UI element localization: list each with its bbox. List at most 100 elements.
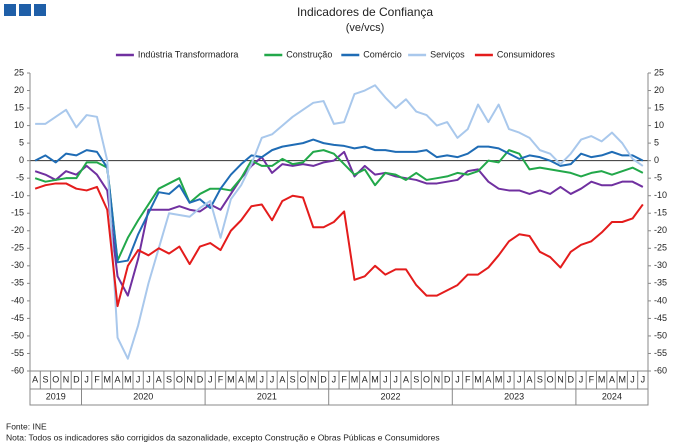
x-tick-label: S: [290, 374, 296, 384]
series-line: [34, 149, 644, 262]
y-tick-label: -50: [11, 330, 24, 340]
y2-tick-label: 5: [654, 137, 659, 147]
x-tick-label: F: [94, 374, 100, 384]
x-tick-label: J: [507, 374, 512, 384]
x-tick-label: M: [598, 374, 606, 384]
y-tick-label: -45: [11, 313, 24, 323]
x-tick-label: J: [455, 374, 460, 384]
year-label: 2022: [380, 391, 400, 401]
year-label: 2024: [602, 391, 622, 401]
x-tick-label: N: [434, 374, 441, 384]
y2-tick-label: -55: [654, 348, 667, 358]
y2-tick-label: -40: [654, 295, 667, 305]
x-tick-label: J: [84, 374, 89, 384]
x-tick-label: M: [474, 374, 482, 384]
y-tick-label: -25: [11, 243, 24, 253]
series-line: [34, 182, 644, 308]
y-tick-label: -10: [11, 190, 24, 200]
x-tick-label: J: [332, 374, 337, 384]
note: Nota: Todos os indicadores são corrigido…: [6, 432, 440, 442]
y-tick-label: -40: [11, 295, 24, 305]
x-tick-label: A: [32, 374, 38, 384]
x-tick-label: F: [465, 374, 471, 384]
year-label: 2019: [46, 391, 66, 401]
x-tick-label: J: [641, 374, 646, 384]
x-tick-label: M: [351, 374, 359, 384]
y2-tick-label: -20: [654, 225, 667, 235]
x-tick-label: F: [589, 374, 595, 384]
legend-label: Serviços: [430, 49, 465, 59]
x-tick-label: O: [547, 374, 554, 384]
year-label: 2021: [257, 391, 277, 401]
x-tick-label: J: [517, 374, 522, 384]
x-tick-label: O: [423, 374, 430, 384]
x-tick-label: A: [485, 374, 491, 384]
x-tick-label: D: [73, 374, 80, 384]
x-tick-label: A: [156, 374, 162, 384]
x-tick-label: A: [362, 374, 368, 384]
logo-square: [19, 4, 31, 16]
x-tick-label: A: [238, 374, 244, 384]
y-tick-label: -60: [11, 365, 24, 375]
y-tick-label: 20: [14, 85, 24, 95]
x-tick-label: S: [413, 374, 419, 384]
x-tick-label: M: [619, 374, 627, 384]
y2-tick-label: -15: [654, 208, 667, 218]
y-tick-label: -20: [11, 225, 24, 235]
x-tick-label: M: [248, 374, 256, 384]
y-tick-label: -5: [16, 173, 24, 183]
x-tick-label: N: [63, 374, 70, 384]
y-tick-label: -15: [11, 208, 24, 218]
year-label: 2023: [504, 391, 524, 401]
x-tick-label: A: [279, 374, 285, 384]
y2-tick-label: -45: [654, 313, 667, 323]
y2-tick-label: -25: [654, 243, 667, 253]
x-tick-label: N: [310, 374, 317, 384]
x-tick-label: D: [444, 374, 451, 384]
y2-tick-label: -30: [654, 260, 667, 270]
logo-square: [34, 4, 46, 16]
x-tick-label: M: [124, 374, 132, 384]
x-tick-label: J: [393, 374, 398, 384]
legend-label: Consumidores: [497, 49, 556, 59]
x-tick-label: J: [270, 374, 275, 384]
y-tick-label: -30: [11, 260, 24, 270]
year-label: 2020: [133, 391, 153, 401]
x-tick-label: O: [176, 374, 183, 384]
y2-tick-label: -50: [654, 330, 667, 340]
x-tick-label: O: [52, 374, 59, 384]
x-tick-label: N: [557, 374, 564, 384]
x-tick-label: F: [218, 374, 224, 384]
x-tick-label: A: [527, 374, 533, 384]
x-tick-label: D: [320, 374, 327, 384]
series-line: [34, 150, 644, 297]
logo-square: [4, 4, 16, 16]
y2-tick-label: 10: [654, 120, 664, 130]
x-tick-label: D: [197, 374, 204, 384]
source: Fonte: INE: [6, 421, 47, 431]
x-tick-label: M: [104, 374, 112, 384]
y-tick-label: 10: [14, 120, 24, 130]
x-tick-label: M: [495, 374, 503, 384]
chart-title: Indicadores de Confiança: [297, 5, 433, 19]
x-tick-label: J: [260, 374, 265, 384]
y2-tick-label: -5: [654, 173, 662, 183]
x-tick-label: A: [403, 374, 409, 384]
y-tick-label: -35: [11, 278, 24, 288]
x-tick-label: M: [227, 374, 235, 384]
y-tick-label: 0: [19, 155, 24, 165]
legend-label: Indústria Transformadora: [138, 49, 239, 59]
x-tick-label: J: [383, 374, 388, 384]
x-tick-label: M: [371, 374, 379, 384]
x-tick-label: A: [609, 374, 615, 384]
y2-tick-label: 15: [654, 102, 664, 112]
legend-label: Construção: [286, 49, 332, 59]
x-tick-label: J: [208, 374, 213, 384]
series-line: [34, 138, 644, 264]
y-tick-label: 15: [14, 102, 24, 112]
y2-tick-label: 0: [654, 155, 659, 165]
x-tick-label: S: [42, 374, 48, 384]
series-line: [35, 84, 644, 360]
x-tick-label: S: [166, 374, 172, 384]
